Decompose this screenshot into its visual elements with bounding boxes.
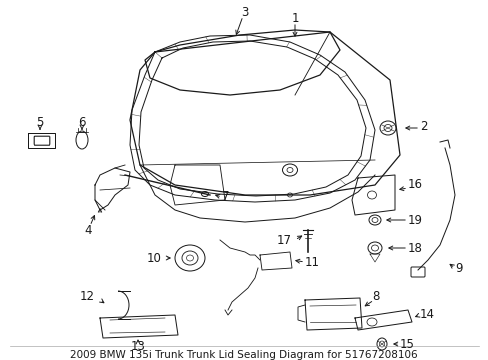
- Text: 16: 16: [407, 179, 422, 192]
- Text: 2009 BMW 135i Trunk Trunk Lid Sealing Diagram for 51767208106: 2009 BMW 135i Trunk Trunk Lid Sealing Di…: [70, 350, 417, 360]
- Text: 3: 3: [241, 5, 248, 18]
- Text: 13: 13: [130, 341, 145, 354]
- Text: 19: 19: [407, 213, 422, 226]
- Text: 6: 6: [78, 116, 85, 129]
- Text: 7: 7: [222, 190, 229, 203]
- Text: 17: 17: [276, 234, 291, 247]
- Text: 10: 10: [147, 252, 162, 265]
- Text: 1: 1: [291, 12, 298, 24]
- Text: 11: 11: [305, 256, 319, 269]
- Text: 14: 14: [419, 309, 434, 321]
- Text: 2: 2: [419, 120, 427, 132]
- Text: 12: 12: [80, 289, 95, 302]
- Text: 9: 9: [454, 261, 462, 274]
- Text: 4: 4: [84, 224, 92, 237]
- Text: 8: 8: [371, 291, 379, 303]
- Text: 5: 5: [36, 116, 43, 129]
- Text: 15: 15: [399, 338, 414, 351]
- Text: 18: 18: [407, 242, 422, 255]
